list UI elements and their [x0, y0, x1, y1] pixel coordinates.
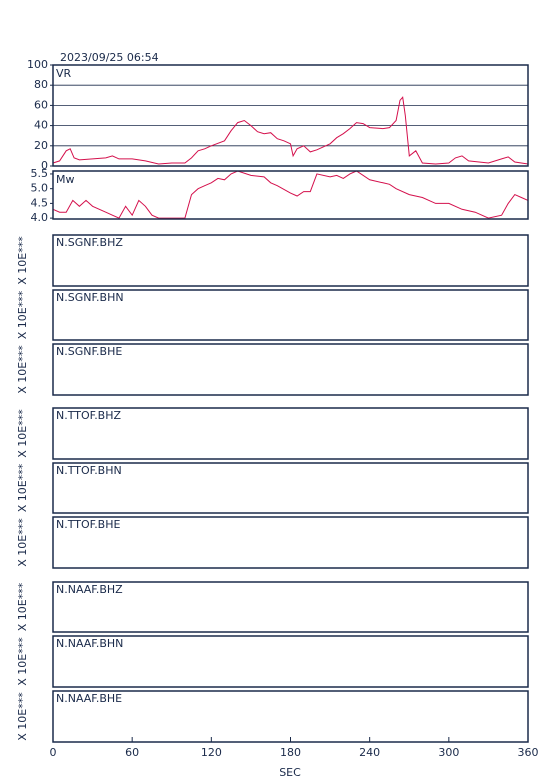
trace-frame: [52, 581, 529, 633]
panel-label: Mw: [56, 173, 75, 186]
trace-ylabel: X 10E***: [16, 290, 29, 339]
trace-frame: [52, 343, 529, 396]
trace-ylabel: X 10E***: [16, 518, 29, 567]
x-tick-label: 120: [201, 746, 222, 759]
x-tick-label: 300: [438, 746, 459, 759]
trace-frame: [52, 516, 529, 569]
y-tick-label: 100: [27, 58, 48, 71]
trace-ylabel: X 10E***: [16, 582, 29, 631]
y-tick-label: 5.0: [31, 182, 49, 195]
trace-label: N.TTOF.BHZ: [56, 409, 122, 422]
trace-frame: [52, 234, 529, 287]
y-tick-label: 4.0: [31, 211, 49, 224]
trace-label: N.NAAF.BHZ: [56, 583, 123, 596]
y-tick-label: 0: [41, 159, 48, 172]
trace-label: N.NAAF.BHN: [56, 637, 123, 650]
y-tick-label: 4.5: [31, 196, 49, 209]
trace-ylabel: X 10E***: [16, 236, 29, 285]
trace-ylabel: X 10E***: [16, 345, 29, 394]
x-tick-label: 0: [50, 746, 57, 759]
trace-ylabel: X 10E***: [16, 692, 29, 741]
trace-frame: [52, 407, 529, 460]
trace-frame: [52, 462, 529, 514]
line-trace: [52, 170, 529, 219]
y-tick-label: 80: [34, 78, 48, 91]
figure-title: 2023/09/25 06:54: [60, 51, 159, 64]
trace-label: N.TTOF.BHN: [56, 464, 122, 477]
trace-label: N.NAAF.BHE: [56, 692, 122, 705]
trace-ylabel: X 10E***: [16, 637, 29, 686]
panel-label: VR: [56, 67, 72, 80]
trace-frame: [52, 289, 529, 341]
trace-label: N.SGNF.BHE: [56, 345, 122, 358]
y-tick-label: 5.5: [31, 167, 49, 180]
x-axis-label: SEC: [279, 766, 301, 779]
trace-ylabel: X 10E***: [16, 409, 29, 458]
x-tick-label: 240: [359, 746, 380, 759]
x-tick-label: 60: [125, 746, 139, 759]
trace-frame: [52, 635, 529, 688]
y-tick-label: 60: [34, 98, 48, 111]
trace-label: N.SGNF.BHZ: [56, 236, 123, 249]
trace-frame: [52, 690, 529, 743]
y-tick-label: 20: [34, 139, 48, 152]
panel-frame: [52, 170, 529, 220]
trace-label: N.TTOF.BHE: [56, 518, 121, 531]
y-tick-label: 40: [34, 119, 48, 132]
x-tick-label: 360: [518, 746, 539, 759]
trace-label: N.SGNF.BHN: [56, 291, 124, 304]
panel-frame: [52, 64, 529, 167]
x-tick-label: 180: [280, 746, 301, 759]
line-trace: [52, 96, 529, 165]
trace-ylabel: X 10E***: [16, 463, 29, 512]
